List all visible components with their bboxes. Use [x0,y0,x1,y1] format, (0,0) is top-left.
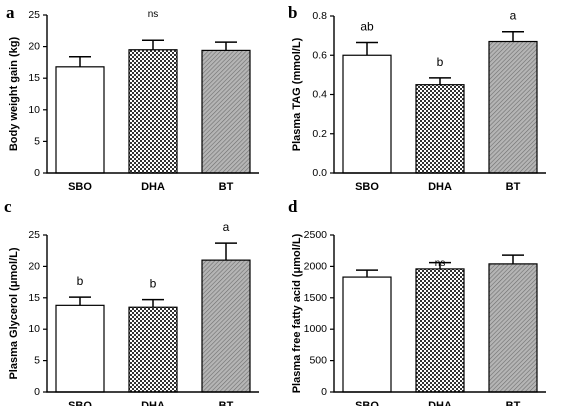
x-tick-label: SBO [68,181,92,193]
error-bar-bt [502,254,524,264]
y-tick-label: 25 [28,229,40,241]
x-tick-label: BT [219,400,234,406]
error-bar-sbo [69,55,91,67]
y-tick-label: 15 [28,72,40,84]
y-tick-label: 5 [34,135,40,147]
x-tick-label: DHA [141,400,165,406]
y-axis-label: Plasma TAG (mmol/L) [291,37,303,151]
y-tick-label: 0 [34,167,40,179]
y-axis-label: Plasma free fatty acid (μmol/L) [291,233,303,393]
error-bar-dha [142,298,164,308]
bar-dha [128,49,178,174]
y-tick-label: 500 [309,355,327,367]
x-tick-label: BT [506,400,521,406]
bar-bt [201,49,251,174]
significance-letter: b [150,277,157,291]
y-tick-label: 0.2 [312,128,327,140]
significance-letter: a [223,220,230,234]
panel-letter: d [288,197,298,216]
y-tick-label: 20 [28,41,40,53]
panel-letter: c [4,197,12,216]
y-tick-label: 2500 [304,229,328,241]
x-tick-label: SBO [355,400,379,406]
panel-b: b Plasma TAG (mmol/L) ab SBO b DHA a BT 0.0 0.2 0.… [288,3,546,193]
y-tick-label: 2000 [304,260,328,272]
y-tick-label: 10 [28,104,40,116]
x-tick-label: BT [219,181,234,193]
y-tick-label: 0.0 [312,167,327,179]
error-bar-bt [215,242,237,261]
significance-letter: b [437,55,444,69]
x-tick-label: DHA [428,400,452,406]
y-tick-label: 20 [28,260,40,272]
significance-letter: a [510,9,517,23]
error-bar-sbo [356,41,378,56]
panel-letter: b [288,3,297,22]
bar-dha [415,268,465,393]
error-bar-bt [215,41,237,51]
error-bar-bt [502,30,524,42]
y-tick-label: 0.6 [312,49,327,61]
panel-c: c Plasma Glycerol (μmol/L) b SBO b DHA a BT 0 5 10… [4,197,259,406]
x-tick-label: SBO [68,400,92,406]
bar-sbo [55,66,105,174]
bar-bt [488,40,538,174]
y-axis-label: Body weight gain (kg) [8,37,20,152]
bar-dha [128,306,178,393]
bar-sbo [342,54,392,174]
x-tick-label: SBO [355,181,379,193]
y-tick-label: 10 [28,323,40,335]
error-bar-dha [142,39,164,50]
panel-a: a Body weight gain (kg) SBO DHA BT 0 5 10 15 20 25… [6,3,259,193]
overall-significance-label: ns [435,258,446,269]
y-tick-label: 0 [321,386,327,398]
error-bar-sbo [69,296,91,306]
significance-letter: b [77,274,84,288]
y-axis-label: Plasma Glycerol (μmol/L) [8,247,20,379]
bar-bt [488,263,538,393]
error-bar-sbo [356,269,378,278]
y-tick-label: 25 [28,9,40,21]
x-tick-label: DHA [428,181,452,193]
y-tick-label: 0.4 [312,89,327,101]
panel-d: d Plasma free fatty acid (μmol/L) SBO DHA BT… [288,197,546,406]
y-tick-label: 15 [28,292,40,304]
x-tick-label: BT [506,181,521,193]
y-tick-label: 5 [34,355,40,367]
y-tick-label: 0 [34,386,40,398]
bar-dha [415,84,465,174]
x-tick-label: DHA [141,181,165,193]
bar-sbo [55,304,105,393]
panel-letter: a [6,3,15,22]
significance-letter: ab [360,19,374,33]
error-bar-dha [429,77,451,85]
bar-sbo [342,276,392,393]
y-tick-label: 1500 [304,292,328,304]
y-tick-label: 1000 [304,323,328,335]
error-bar-dha [429,261,451,269]
y-tick-label: 0.8 [312,10,327,22]
overall-significance-label: ns [148,9,159,20]
bar-bt [201,259,251,393]
